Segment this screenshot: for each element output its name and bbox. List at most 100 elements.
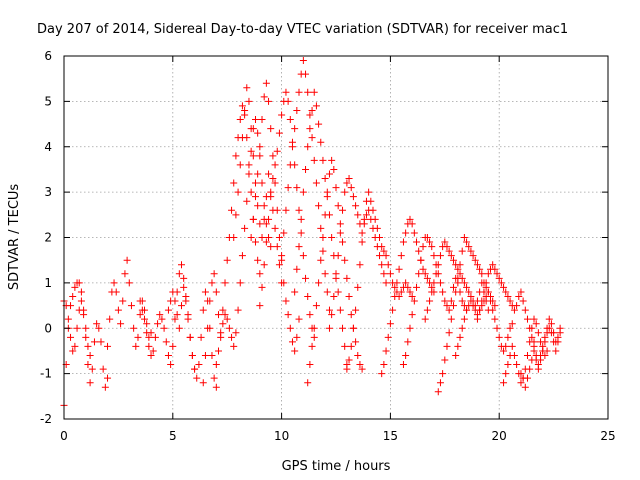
data-point xyxy=(178,261,186,269)
data-point xyxy=(241,106,249,114)
data-point xyxy=(295,243,303,251)
data-point xyxy=(395,265,403,273)
data-point xyxy=(232,152,240,160)
data-point xyxy=(328,156,336,164)
data-point xyxy=(251,179,259,187)
data-point xyxy=(260,93,268,101)
y-tick-label: -1 xyxy=(40,367,52,381)
data-point xyxy=(530,315,538,323)
data-point xyxy=(376,234,384,241)
data-point xyxy=(317,138,325,146)
data-point xyxy=(69,347,77,355)
data-point xyxy=(262,238,270,246)
data-point xyxy=(256,302,264,310)
data-point xyxy=(469,302,477,310)
data-point xyxy=(450,302,458,310)
data-point xyxy=(550,329,558,337)
y-tick-label: 4 xyxy=(44,140,52,154)
data-point xyxy=(447,315,455,323)
data-point xyxy=(467,247,475,255)
data-point xyxy=(199,379,207,387)
data-point xyxy=(469,252,477,260)
data-point xyxy=(526,338,534,346)
data-point xyxy=(77,297,85,305)
data-point xyxy=(221,279,229,287)
data-point xyxy=(256,220,264,228)
data-point xyxy=(323,288,331,296)
data-point xyxy=(265,215,273,223)
data-point xyxy=(380,361,388,369)
data-point xyxy=(532,320,540,328)
data-point xyxy=(460,279,468,287)
data-point xyxy=(236,279,244,287)
data-point xyxy=(136,297,144,305)
data-point xyxy=(241,224,249,232)
x-tick-labels: 0 5 10 15 20 25 xyxy=(60,429,615,443)
series-pass-03 xyxy=(104,256,155,350)
data-point xyxy=(423,234,431,241)
data-point xyxy=(352,338,360,346)
data-point xyxy=(254,129,262,137)
data-point xyxy=(358,365,366,373)
data-point xyxy=(391,283,399,291)
data-point xyxy=(356,261,364,269)
data-points xyxy=(60,57,564,409)
data-point xyxy=(308,106,316,114)
data-point xyxy=(77,288,85,296)
y-tick-label: 2 xyxy=(44,231,52,245)
data-point xyxy=(284,311,292,319)
data-point xyxy=(121,270,129,278)
data-point xyxy=(384,261,392,269)
data-point xyxy=(489,261,497,269)
data-point xyxy=(154,320,162,328)
data-point xyxy=(182,292,190,300)
data-point xyxy=(349,193,357,201)
data-point xyxy=(343,365,351,373)
data-point xyxy=(508,342,516,350)
data-point xyxy=(336,229,344,237)
data-point xyxy=(517,379,525,387)
data-point xyxy=(291,125,299,133)
data-point xyxy=(267,193,275,201)
data-point xyxy=(197,333,205,341)
data-point xyxy=(430,252,438,260)
data-point xyxy=(445,329,453,337)
data-point xyxy=(332,274,340,282)
data-point xyxy=(502,370,510,378)
data-point xyxy=(304,292,312,300)
data-point xyxy=(310,324,318,332)
data-point xyxy=(169,288,177,296)
data-point xyxy=(167,361,175,369)
data-point xyxy=(288,143,296,151)
data-point xyxy=(463,283,471,291)
data-point xyxy=(506,324,514,332)
data-point xyxy=(93,320,101,328)
data-point xyxy=(436,279,444,287)
series-pass-02 xyxy=(60,297,112,391)
data-point xyxy=(247,125,255,133)
data-point xyxy=(234,188,242,196)
data-point xyxy=(473,315,481,323)
data-point xyxy=(367,197,375,205)
data-point xyxy=(408,220,416,228)
y-tick-label: 5 xyxy=(44,94,52,108)
data-point xyxy=(75,279,83,287)
data-point xyxy=(328,234,336,241)
data-point xyxy=(517,288,525,296)
data-point xyxy=(404,283,412,291)
data-point xyxy=(493,324,501,332)
data-point xyxy=(537,351,545,359)
data-point xyxy=(441,356,449,364)
data-point xyxy=(184,311,192,319)
y-axis-title: SDTVAR / TECUs xyxy=(7,184,22,291)
data-point xyxy=(295,206,303,214)
data-point xyxy=(410,297,418,305)
data-point xyxy=(251,116,259,124)
series-pass-24 xyxy=(530,315,564,369)
data-point xyxy=(380,247,388,255)
data-point xyxy=(508,320,516,328)
data-point xyxy=(510,351,518,359)
data-point xyxy=(280,229,288,237)
data-point xyxy=(308,342,316,350)
data-point xyxy=(528,333,536,341)
